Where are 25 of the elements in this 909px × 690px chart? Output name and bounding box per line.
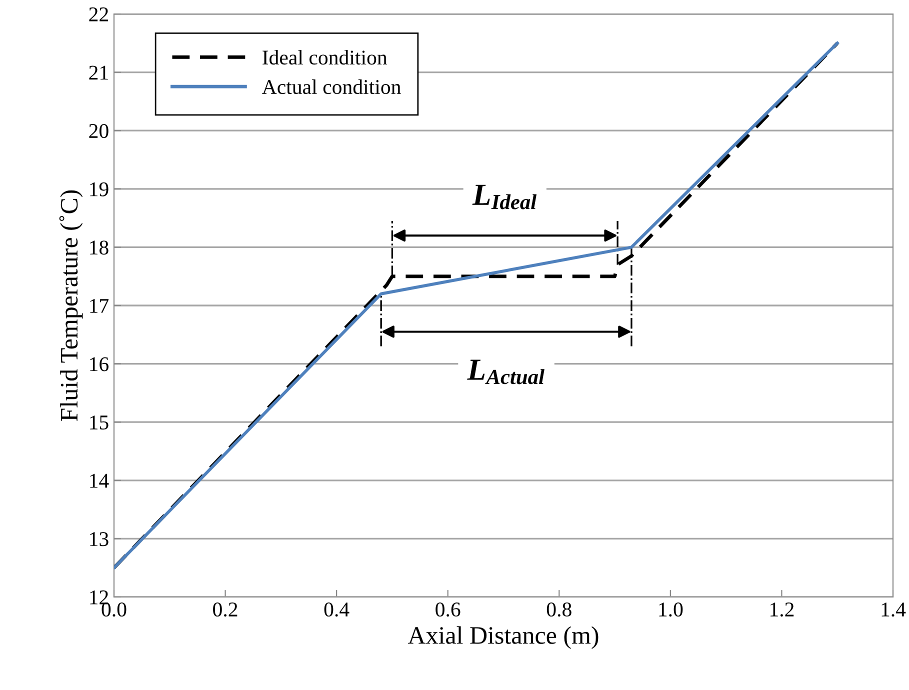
x-tick-label: 0.8 (546, 602, 572, 617)
x-axis-title: Axial Distance (m) (408, 626, 598, 649)
x-tick-label: 0.6 (436, 602, 460, 617)
x-tick-label: 1.2 (770, 602, 794, 617)
y-tick-label: 20 (89, 124, 108, 138)
y-tick-label: 13 (90, 532, 108, 546)
annotation: L$_{Actual}$ (467, 360, 544, 384)
annotation: L$_{Ideal}$ (472, 184, 537, 210)
y-tick-label: 19 (90, 182, 108, 196)
x-tick-label: 0.2 (213, 602, 238, 617)
y-tick-label: 12 (90, 590, 108, 604)
y-tick-label: 18 (90, 240, 108, 255)
y-tick-label: 15 (90, 416, 108, 430)
legend-label: Ideal condition (262, 50, 388, 65)
x-tick-label: 0.4 (324, 602, 350, 617)
y-axis-title: Fluid Temperature (˚C) (59, 190, 83, 422)
y-tick-label: 17 (90, 298, 109, 313)
y-tick-label: 22 (89, 7, 108, 22)
y-tick-label: 21 (89, 66, 108, 80)
x-tick-label: 1.4 (882, 602, 906, 617)
x-tick-label: 1.0 (659, 602, 683, 617)
y-tick-label: 16 (90, 357, 109, 372)
y-tick-label: 14 (90, 474, 109, 488)
legend-label: Actual condition (262, 79, 401, 94)
x-tick-label: 0.0 (102, 602, 126, 617)
